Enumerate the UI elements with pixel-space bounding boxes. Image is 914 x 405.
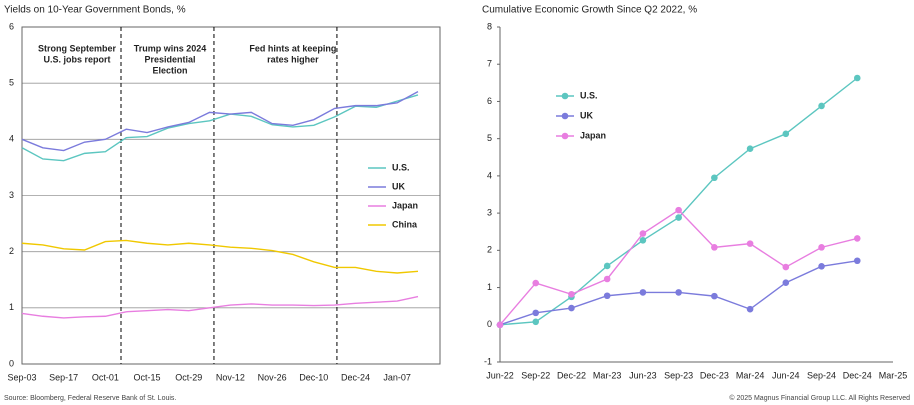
x-tick-label: Mar-23 — [593, 370, 622, 380]
x-tick-label: Jan-07 — [383, 372, 411, 382]
x-tick-label: Dec-24 — [341, 372, 370, 382]
series-line — [21, 90, 419, 152]
data-point — [568, 304, 575, 312]
annotation-text: rates higher — [267, 54, 319, 64]
legend-label: Japan — [580, 130, 606, 140]
x-tick-label: Nov-26 — [258, 372, 287, 382]
x-tick-label: Dec-23 — [700, 370, 729, 380]
x-tick-label: Mar-25 — [879, 370, 908, 380]
data-point — [782, 263, 790, 271]
data-point — [853, 74, 861, 82]
x-tick-label: Jun-24 — [772, 370, 800, 380]
data-point — [675, 206, 682, 214]
data-point — [639, 230, 647, 237]
x-tick-label: Oct-01 — [92, 372, 119, 382]
y-tick-label: 4 — [9, 134, 14, 144]
series-line — [21, 94, 419, 162]
annotation-text: Fed hints at keeping — [249, 43, 336, 53]
data-point — [782, 279, 790, 287]
x-tick-label: Dec-22 — [557, 370, 586, 380]
chart-title: Cumulative Economic Growth Since Q2 2022… — [482, 5, 697, 16]
legend-label: China — [392, 219, 418, 229]
data-point — [853, 257, 861, 265]
series-line — [499, 77, 858, 326]
data-point — [532, 318, 540, 326]
y-tick-label: 5 — [487, 133, 492, 143]
series-line — [499, 209, 858, 326]
series-line — [21, 239, 419, 274]
plot-frame — [21, 26, 441, 365]
y-tick-label: 4 — [487, 170, 492, 180]
data-point — [711, 244, 718, 251]
legend-marker — [561, 112, 569, 120]
annotation-text: Presidential — [144, 54, 195, 64]
x-tick-label: Sep-23 — [664, 370, 693, 380]
data-point — [675, 214, 682, 221]
y-tick-label: 2 — [487, 245, 492, 255]
data-point — [746, 240, 754, 247]
series-line — [21, 295, 419, 319]
legend-marker — [561, 92, 569, 100]
data-point — [639, 236, 647, 244]
legend-label: Japan — [392, 200, 418, 210]
data-point — [818, 244, 825, 251]
data-point — [639, 289, 647, 296]
legend-label: UK — [392, 181, 405, 191]
x-tick-label: Dec-10 — [299, 372, 328, 382]
annotation-text: Election — [152, 65, 187, 75]
x-tick-label: Oct-15 — [134, 372, 161, 382]
legend-label: U.S. — [392, 162, 410, 172]
data-point — [746, 305, 754, 313]
y-tick-label: 8 — [487, 21, 492, 31]
y-tick-label: 1 — [487, 282, 492, 292]
data-point — [711, 174, 718, 182]
y-tick-label: 6 — [487, 96, 492, 106]
x-tick-label: Jun-22 — [486, 370, 514, 380]
data-point — [782, 130, 790, 138]
data-point — [853, 235, 861, 242]
annotation-text: U.S. jobs report — [43, 54, 110, 64]
y-tick-label: 7 — [487, 59, 492, 69]
data-point — [532, 309, 540, 317]
y-tick-label: 3 — [9, 190, 14, 200]
x-tick-label: Dec-24 — [843, 370, 872, 380]
data-point — [603, 275, 611, 283]
data-point — [818, 102, 825, 110]
annotation-text: Trump wins 2024 — [134, 43, 207, 53]
chart-title: Yields on 10-Year Government Bonds, % — [4, 5, 186, 16]
x-tick-label: Sep-03 — [7, 372, 36, 382]
data-point — [568, 290, 575, 298]
data-point — [746, 145, 754, 153]
data-point — [818, 263, 825, 270]
data-point — [603, 292, 611, 300]
x-tick-label: Sep-17 — [49, 372, 78, 382]
legend-label: U.S. — [580, 90, 598, 100]
x-tick-label: Mar-24 — [736, 370, 765, 380]
y-tick-label: 0 — [487, 319, 492, 329]
copyright: © 2025 Magnus Financial Group LLC. All R… — [729, 394, 910, 402]
y-tick-label: 0 — [9, 358, 14, 368]
x-tick-label: Nov-12 — [216, 372, 245, 382]
y-tick-label: 5 — [9, 78, 14, 88]
data-point — [496, 321, 504, 329]
y-tick-label: 6 — [9, 21, 14, 31]
x-tick-label: Jun-23 — [629, 370, 657, 380]
data-point — [711, 292, 718, 300]
x-tick-label: Sep-24 — [807, 370, 836, 380]
x-tick-label: Sep-22 — [521, 370, 550, 380]
data-point — [675, 289, 682, 296]
y-tick-label: 2 — [9, 246, 14, 256]
legend-label: UK — [580, 110, 593, 120]
y-tick-label: -1 — [484, 356, 492, 366]
x-tick-label: Oct-29 — [175, 372, 202, 382]
y-tick-label: 3 — [487, 207, 492, 217]
legend-marker — [561, 132, 569, 140]
data-point — [532, 279, 540, 287]
y-tick-label: 1 — [9, 302, 14, 312]
annotation-text: Strong September — [38, 43, 117, 53]
data-point — [603, 262, 611, 270]
source-note: Source: Bloomberg, Federal Reserve Bank … — [4, 395, 176, 402]
